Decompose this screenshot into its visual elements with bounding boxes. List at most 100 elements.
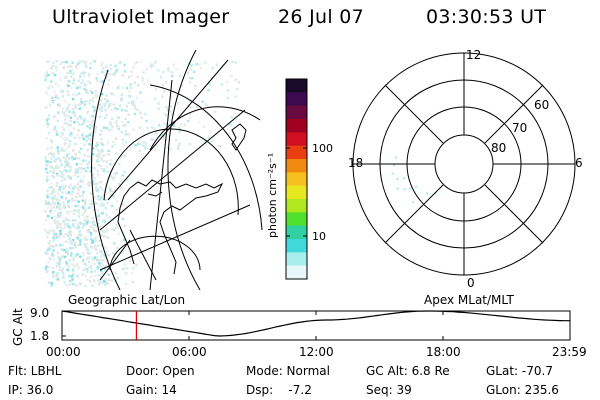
aurora-pixel xyxy=(100,262,103,265)
aurora-pixel xyxy=(99,281,102,284)
aurora-pixel xyxy=(90,225,93,228)
aurora-pixel xyxy=(88,265,92,268)
aurora-pixel xyxy=(86,230,89,233)
aurora-pixel xyxy=(72,225,75,228)
aurora-pixel xyxy=(171,112,174,115)
aurora-pixel xyxy=(57,111,60,114)
aurora-pixel xyxy=(84,170,88,173)
aurora-pixel xyxy=(50,80,53,83)
aurora-pixel xyxy=(63,185,67,189)
aurora-pixel xyxy=(101,70,104,74)
aurora-pixel xyxy=(65,218,68,221)
aurora-pixel xyxy=(210,140,214,143)
colorbar-band xyxy=(286,159,307,173)
aurora-pixel xyxy=(50,216,54,220)
aurora-pixel xyxy=(109,73,112,76)
aurora-pixel xyxy=(188,112,192,115)
filter-info: Flt: LBHL xyxy=(8,364,62,378)
aurora-pixel xyxy=(163,122,166,125)
aurora-pixel xyxy=(60,164,63,167)
aurora-pixel xyxy=(56,251,59,255)
aurora-pixel xyxy=(117,182,120,186)
aurora-pixel xyxy=(84,274,88,278)
aurora-pixel xyxy=(92,208,96,211)
aurora-pixel xyxy=(45,71,49,74)
aurora-pixel xyxy=(99,115,102,119)
mlt-label-0: 0 xyxy=(467,276,475,290)
aurora-pixel xyxy=(58,213,62,216)
aurora-pixel xyxy=(100,98,103,102)
aurora-pixel xyxy=(78,281,82,285)
aurora-pixel xyxy=(65,60,68,64)
aurora-pixel xyxy=(92,220,95,223)
aurora-pixel xyxy=(114,143,117,146)
aurora-pixel xyxy=(64,109,67,113)
aurora-pixel xyxy=(81,135,84,138)
aurora-pixel xyxy=(48,240,51,243)
aurora-pixel xyxy=(77,168,80,171)
aurora-pixel xyxy=(76,276,80,279)
aurora-pixel xyxy=(50,182,53,185)
aurora-pixel xyxy=(109,162,112,166)
aurora-pixel xyxy=(100,212,103,215)
aurora-pixel xyxy=(50,196,53,200)
aurora-pixel xyxy=(102,279,105,283)
aurora-pixel xyxy=(84,284,87,288)
x-tick-1800: 18:00 xyxy=(426,345,461,359)
aurora-pixel xyxy=(63,137,66,140)
aurora-pixel xyxy=(55,165,58,168)
aurora-pixel xyxy=(83,167,86,171)
aurora-pixel xyxy=(82,258,85,262)
aurora-pixel xyxy=(56,216,59,219)
aurora-pixel xyxy=(104,198,107,202)
aurora-pixel xyxy=(132,99,135,103)
aurora-pixel xyxy=(82,60,85,63)
aurora-pixel xyxy=(97,158,100,162)
aurora-pixel xyxy=(97,279,100,282)
aurora-pixel xyxy=(66,90,70,93)
aurora-pixel xyxy=(70,230,73,234)
colorbar-band xyxy=(286,185,307,200)
aurora-pixel xyxy=(62,61,66,64)
aurora-pixel xyxy=(230,74,233,78)
aurora-pixel xyxy=(97,274,100,277)
aurora-pixel xyxy=(115,70,118,73)
aurora-pixel xyxy=(89,156,93,160)
aurora-pixel xyxy=(98,107,102,111)
aurora-pixel xyxy=(74,142,77,146)
aurora-pixel xyxy=(54,160,57,163)
aurora-pixel xyxy=(67,200,70,203)
aurora-pixel xyxy=(156,69,160,72)
aurora-pixel xyxy=(87,137,91,140)
aurora-pixel xyxy=(70,193,73,196)
aurora-pixel xyxy=(47,231,50,234)
aurora-pixel xyxy=(97,163,100,167)
aurora-pixel xyxy=(87,80,90,83)
aurora-pixel xyxy=(73,136,77,139)
aurora-pixel xyxy=(59,135,63,138)
aurora-pixel xyxy=(88,184,91,187)
aurora-pixel xyxy=(58,268,61,271)
aurora-pixel xyxy=(66,252,69,256)
aurora-pixel xyxy=(67,241,71,244)
aurora-pixel xyxy=(46,177,49,180)
aurora-pixel xyxy=(64,240,67,243)
aurora-pixel xyxy=(49,211,52,215)
aurora-pixel xyxy=(72,111,75,114)
aurora-pixel xyxy=(56,223,59,227)
aurora-pixel xyxy=(144,142,148,145)
aurora-pixel xyxy=(46,269,49,272)
aurora-pixel xyxy=(103,189,106,192)
aurora-pixel xyxy=(86,219,89,222)
aurora-pixel xyxy=(86,111,89,114)
aurora-pixel xyxy=(81,273,84,276)
aurora-pixel xyxy=(106,153,109,156)
aurora-pixel xyxy=(56,213,60,217)
aurora-pixel xyxy=(55,206,59,209)
aurora-pixel xyxy=(57,202,60,205)
aurora-pixel xyxy=(69,71,72,74)
aurora-pixel xyxy=(189,68,193,71)
aurora-pixel xyxy=(121,203,125,206)
aurora-pixel xyxy=(82,138,86,141)
aurora-pixel xyxy=(45,118,49,121)
